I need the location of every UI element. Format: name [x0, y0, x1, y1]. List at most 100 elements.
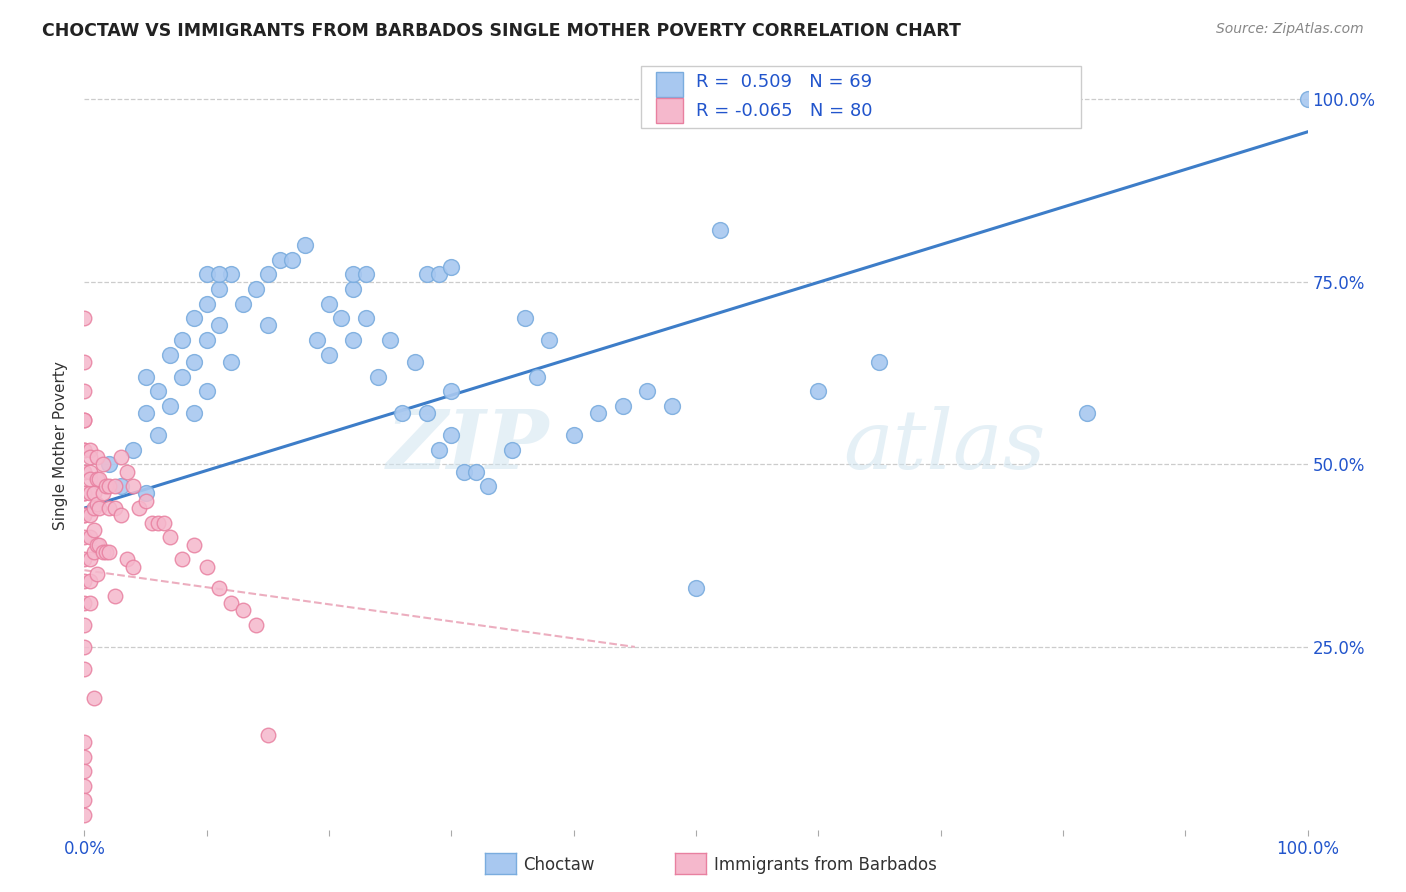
Point — [342, 268, 364, 282]
Point — [440, 384, 463, 399]
Point — [115, 552, 138, 566]
Point — [83, 523, 105, 537]
Point — [661, 399, 683, 413]
Point — [73, 384, 96, 399]
Point — [159, 530, 181, 544]
Point — [83, 486, 105, 500]
Point — [73, 486, 96, 500]
Point — [79, 450, 101, 464]
Point — [305, 333, 328, 347]
Point — [807, 384, 830, 399]
Point — [86, 538, 108, 552]
Point — [477, 479, 499, 493]
Point — [73, 808, 96, 822]
Text: R =  0.509   N = 69: R = 0.509 N = 69 — [696, 72, 872, 91]
Point — [146, 516, 169, 530]
Point — [245, 282, 267, 296]
Point — [86, 566, 108, 581]
Point — [91, 545, 114, 559]
Point — [73, 465, 96, 479]
Text: atlas: atlas — [842, 406, 1045, 486]
Point — [502, 442, 524, 457]
Point — [73, 442, 96, 457]
Point — [79, 596, 101, 610]
Point — [86, 472, 108, 486]
Point — [96, 479, 118, 493]
Point — [135, 406, 157, 420]
Point — [115, 465, 138, 479]
Text: R = -0.065   N = 80: R = -0.065 N = 80 — [696, 102, 873, 120]
Point — [219, 596, 242, 610]
Point — [183, 311, 205, 326]
Point — [195, 384, 218, 399]
Point — [153, 516, 176, 530]
Point — [73, 442, 96, 457]
Point — [404, 355, 426, 369]
Point — [73, 530, 96, 544]
Point — [257, 318, 280, 333]
Point — [73, 749, 96, 764]
FancyBboxPatch shape — [641, 66, 1081, 128]
Point — [87, 538, 110, 552]
Point — [612, 399, 634, 413]
Text: CHOCTAW VS IMMIGRANTS FROM BARBADOS SINGLE MOTHER POVERTY CORRELATION CHART: CHOCTAW VS IMMIGRANTS FROM BARBADOS SING… — [42, 22, 962, 40]
Point — [183, 355, 205, 369]
Point — [219, 355, 242, 369]
Point — [73, 486, 96, 500]
Point — [73, 413, 96, 427]
Point — [104, 589, 127, 603]
Point — [96, 545, 118, 559]
Point — [195, 296, 218, 310]
Point — [208, 318, 231, 333]
Point — [219, 268, 242, 282]
Point — [380, 333, 402, 347]
Point — [73, 596, 96, 610]
Point — [354, 311, 377, 326]
Point — [122, 479, 145, 493]
Point — [146, 428, 169, 442]
Text: ZIP: ZIP — [387, 406, 550, 486]
Point — [91, 457, 114, 471]
Point — [73, 618, 96, 632]
Point — [73, 508, 96, 523]
Point — [79, 465, 101, 479]
Point — [318, 296, 340, 310]
Point — [83, 501, 105, 516]
Point — [269, 252, 291, 267]
Point — [79, 442, 101, 457]
Point — [709, 223, 731, 237]
Point — [159, 348, 181, 362]
Point — [195, 333, 218, 347]
Point — [208, 282, 231, 296]
Point — [342, 282, 364, 296]
Point — [79, 530, 101, 544]
Point — [183, 406, 205, 420]
Point — [172, 369, 194, 384]
Point — [110, 450, 132, 464]
Point — [73, 355, 96, 369]
Point — [135, 369, 157, 384]
Point — [128, 501, 150, 516]
Point — [330, 311, 353, 326]
Point — [208, 582, 231, 596]
Point — [172, 552, 194, 566]
Point — [73, 779, 96, 793]
Point — [195, 268, 218, 282]
Point — [141, 516, 163, 530]
Point — [104, 501, 127, 516]
Point — [427, 442, 450, 457]
Point — [685, 582, 707, 596]
Point — [73, 793, 96, 807]
Point — [526, 369, 548, 384]
Point — [97, 501, 120, 516]
Point — [562, 428, 585, 442]
Point — [342, 333, 364, 347]
Point — [97, 457, 120, 471]
Point — [87, 472, 110, 486]
Point — [73, 508, 96, 523]
Point — [79, 574, 101, 589]
Point — [73, 465, 96, 479]
Point — [122, 559, 145, 574]
Point — [83, 545, 105, 559]
Point — [83, 691, 105, 706]
